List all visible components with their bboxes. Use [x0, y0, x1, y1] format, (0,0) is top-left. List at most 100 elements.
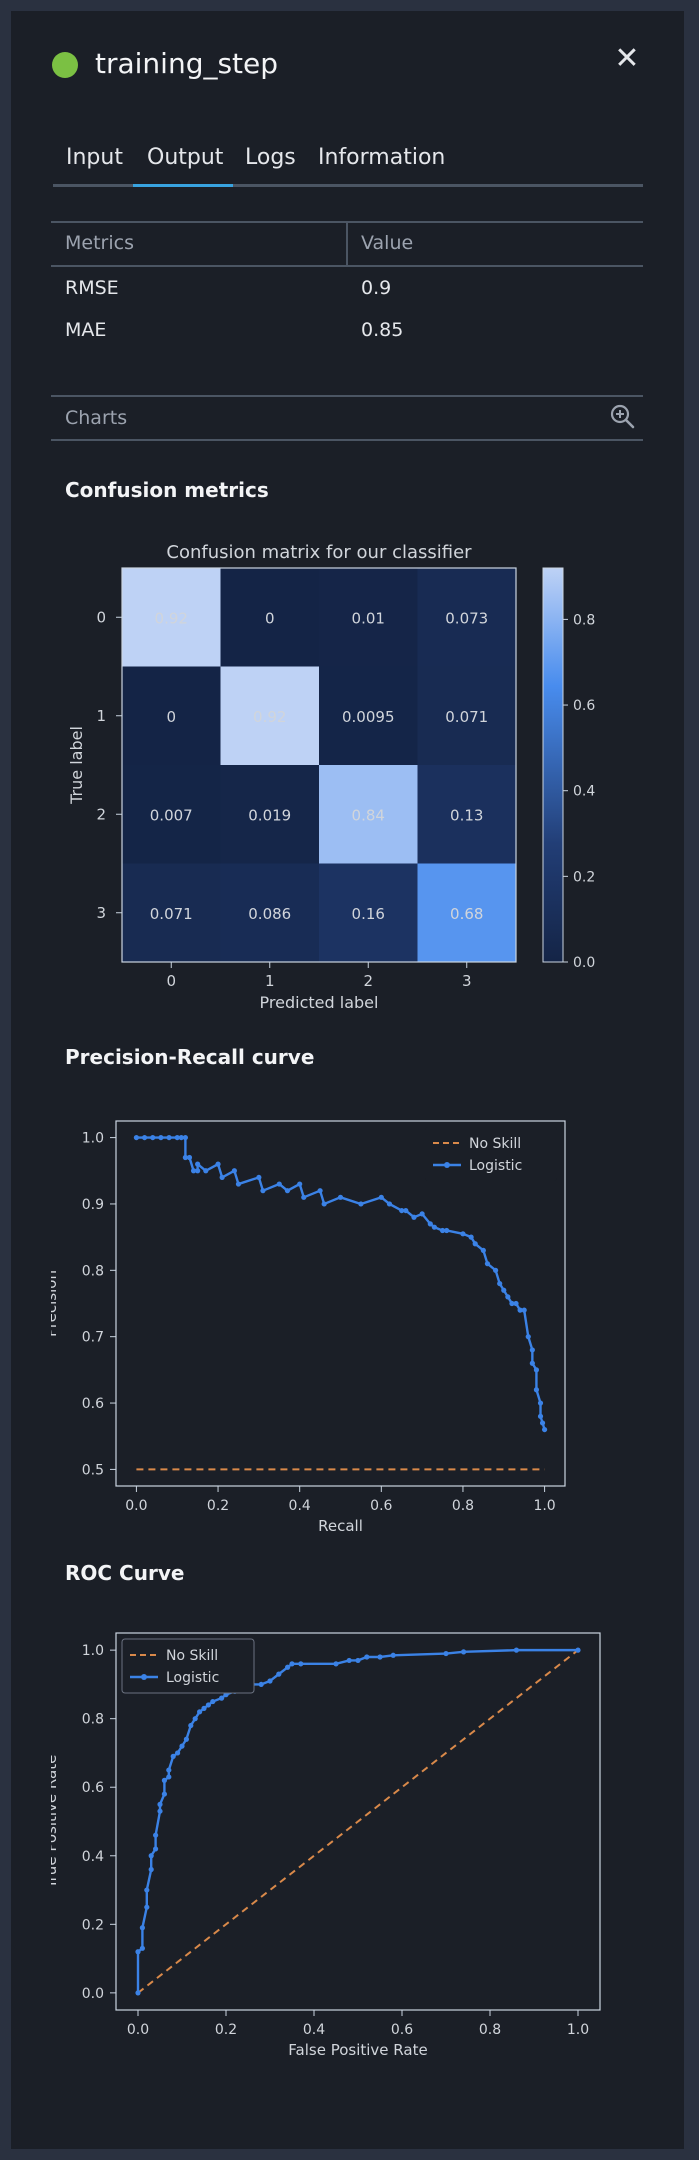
colorbar: [542, 567, 564, 963]
data-point: [183, 1736, 189, 1742]
data-point: [150, 1134, 156, 1141]
table-row-metric-value: 0.85: [361, 319, 404, 341]
data-point: [178, 1134, 184, 1141]
confusion-matrix-chart: Confusion matrix for our classifier 0.92 0…: [67, 542, 595, 1012]
data-point: [285, 1664, 291, 1670]
y-axis-label: Precision: [51, 1270, 60, 1337]
section-title-precision-recall: Precision-Recall curve: [65, 1045, 315, 1069]
data-point: [497, 1280, 503, 1287]
x-tick-label: 1: [265, 972, 275, 990]
y-tick-label: 0.0: [82, 1986, 104, 2002]
data-point: [431, 1224, 437, 1230]
x-tick-label: 1.0: [567, 2022, 589, 2038]
data-point: [161, 1777, 167, 1783]
data-point: [513, 1300, 519, 1307]
data-point: [235, 1181, 242, 1187]
data-point: [203, 1168, 209, 1174]
data-point: [411, 1214, 417, 1220]
legend-label: No Skill: [469, 1136, 521, 1152]
x-tick-label: 0.0: [127, 2022, 149, 2038]
data-point: [443, 1650, 449, 1657]
data-point: [480, 1247, 486, 1254]
data-point: [537, 1400, 544, 1406]
zoom-in-icon[interactable]: [610, 404, 636, 430]
data-point: [289, 1661, 295, 1667]
x-tick-label: 0.6: [370, 1498, 392, 1514]
heatmap-cell: [122, 765, 221, 864]
legend-box: [425, 1127, 557, 1181]
tab-input[interactable]: Input: [66, 145, 123, 170]
data-point: [533, 1387, 540, 1393]
data-point: [377, 1654, 383, 1660]
colorbar-tick-label: 0.0: [573, 955, 595, 971]
data-point: [461, 1649, 467, 1655]
x-tick-label: 0.6: [391, 2022, 413, 2038]
data-point: [267, 1678, 273, 1684]
roc-curve-chart: 0.0 0.2 0.4 0.6 0.8 1.0 0.0 0.2 0.4 0.6 0.8 1.0 Fals…: [51, 1632, 601, 2059]
data-point: [501, 1287, 507, 1293]
heatmap-cell: [220, 863, 319, 962]
table-row-metric-name: RMSE: [65, 277, 119, 299]
cell-value-label: 0.84: [352, 806, 385, 824]
data-point: [139, 1945, 145, 1951]
data-point: [468, 1234, 474, 1240]
data-point: [517, 1307, 523, 1313]
data-point: [346, 1657, 352, 1664]
heatmap-cell: [122, 568, 221, 667]
data-point: [378, 1194, 384, 1200]
table-top-border: [51, 221, 643, 223]
y-tick-label: 2: [96, 805, 106, 823]
data-point: [521, 1307, 527, 1313]
heatmap-cell: [319, 765, 418, 864]
data-point: [190, 1168, 197, 1174]
x-axis-label: Recall: [318, 1517, 363, 1535]
data-point: [444, 1227, 450, 1234]
charts-label: Charts: [65, 407, 128, 429]
colorbar-tick-label: 0.6: [573, 698, 595, 714]
data-point: [182, 1154, 188, 1161]
series-line-no-skill: [137, 1649, 579, 1994]
cell-value-label: 0.019: [248, 806, 291, 824]
data-point: [513, 1647, 519, 1653]
page-title: training_step: [95, 47, 279, 80]
data-point: [170, 1753, 176, 1759]
tab-active-indicator: [133, 184, 233, 187]
y-axis-label: True label: [67, 726, 86, 805]
data-point: [148, 1866, 154, 1873]
y-tick-label: 1.0: [82, 1131, 104, 1147]
x-tick-label: 2: [363, 972, 373, 990]
data-point: [174, 1134, 180, 1141]
cell-value-label: 0.007: [150, 806, 193, 824]
x-tick-label: 0.8: [452, 1498, 474, 1514]
data-point: [192, 1716, 198, 1722]
y-tick-label: 0.7: [82, 1330, 104, 1346]
data-point: [484, 1261, 491, 1267]
series-line-logistic: [136, 1136, 546, 1430]
legend-label: Logistic: [469, 1158, 522, 1174]
data-point: [541, 1426, 548, 1433]
heatmap-cell: [319, 666, 418, 765]
y-tick-label: 0.6: [82, 1780, 104, 1796]
tab-logs[interactable]: Logs: [245, 145, 296, 170]
plot-frame: [121, 567, 517, 963]
tab-output[interactable]: Output: [147, 145, 224, 170]
data-point: [390, 1652, 396, 1658]
y-tick-label: 1.0: [82, 1643, 104, 1659]
cell-value-label: 0.16: [352, 905, 385, 923]
cell-value-label: 0.073: [445, 609, 488, 627]
data-point: [575, 1647, 581, 1653]
heatmap-cell: [319, 863, 418, 962]
tab-divider: [53, 184, 643, 187]
data-point: [364, 1654, 370, 1660]
data-point: [355, 1657, 361, 1664]
data-point: [297, 1181, 303, 1187]
tab-information[interactable]: Information: [318, 145, 446, 170]
data-point: [276, 1671, 282, 1677]
data-point: [337, 1194, 344, 1200]
data-point: [158, 1134, 164, 1141]
legend-marker: [141, 1674, 147, 1680]
section-title-confusion: Confusion metrics: [65, 478, 269, 502]
plot-frame: [115, 1120, 566, 1487]
close-icon[interactable]: ✕: [614, 41, 640, 76]
data-point: [195, 1161, 201, 1167]
